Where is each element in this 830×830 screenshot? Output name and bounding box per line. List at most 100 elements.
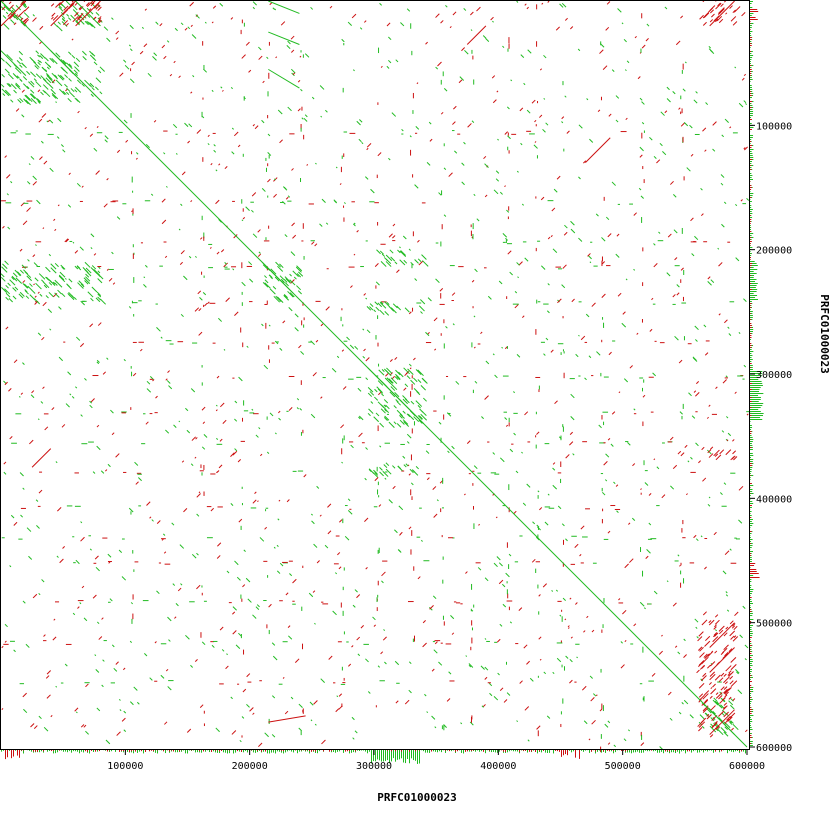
background-hit: [610, 443, 614, 447]
background-hit: [440, 293, 442, 299]
background-hit: [232, 268, 235, 271]
background-hit: [439, 303, 445, 305]
repeat-hit: [715, 692, 719, 696]
repeat-hit: [375, 306, 380, 311]
background-hit: [341, 703, 343, 707]
background-hit: [262, 80, 265, 84]
background-hit: [507, 593, 509, 599]
background-hit: [267, 575, 269, 578]
background-hit: [123, 59, 127, 63]
repeat-hit: [279, 275, 285, 280]
background-hit: [467, 123, 472, 128]
y-coverage-bar: [750, 109, 753, 110]
y-coverage-bar: [750, 345, 752, 346]
background-hit: [561, 523, 565, 527]
background-hit: [344, 505, 348, 507]
background-hit: [451, 300, 454, 302]
repeat-hit: [724, 681, 728, 685]
background-hit: [243, 549, 246, 552]
background-hit: [266, 624, 268, 629]
y-coverage-bar: [750, 71, 752, 72]
background-hit: [213, 640, 218, 642]
repeat-hit: [720, 727, 727, 734]
repeat-hit: [82, 50, 87, 56]
background-hit: [224, 268, 230, 270]
background-hit: [603, 442, 606, 444]
background-hit: [648, 493, 652, 496]
y-coverage-bar: [750, 375, 762, 376]
background-hit: [426, 473, 431, 475]
y-coverage-bar: [750, 715, 754, 716]
background-hit: [435, 278, 440, 284]
y-coverage-bar: [750, 309, 751, 310]
x-coverage-bar: [259, 750, 260, 751]
x-coverage-bar: [57, 750, 58, 753]
background-hit: [410, 489, 412, 496]
background-hit: [535, 124, 537, 127]
y-coverage-bar: [750, 17, 756, 18]
y-coverage-bar: [750, 69, 752, 70]
y-coverage-bar: [750, 275, 755, 276]
repeat-hit: [48, 279, 56, 286]
background-hit: [38, 489, 43, 494]
background-hit: [470, 646, 472, 651]
background-hit: [438, 661, 443, 666]
repeat-hit: [400, 250, 407, 256]
background-hit: [448, 172, 453, 177]
background-hit: [406, 8, 411, 12]
background-hit: [240, 440, 245, 442]
y-coverage-bar: [750, 391, 759, 392]
background-hit: [343, 631, 345, 635]
repeat-hit: [9, 279, 16, 286]
repeat-hit: [709, 19, 714, 23]
background-hit: [226, 570, 230, 574]
background-hit: [304, 114, 308, 118]
background-hit: [206, 537, 213, 539]
background-hit: [588, 355, 592, 359]
repeat-hit: [707, 664, 711, 669]
background-hit: [569, 431, 573, 435]
y-coverage-bar: [750, 351, 754, 352]
x-coverage-bar: [371, 750, 372, 764]
background-hit: [212, 342, 216, 344]
repeat-hit: [729, 680, 734, 685]
background-hit: [521, 203, 524, 206]
background-hit: [603, 461, 608, 466]
repeat-hit: [709, 695, 713, 699]
background-hit: [383, 629, 386, 631]
x-coverage-bar: [513, 750, 514, 752]
y-coverage-bar: [750, 645, 752, 646]
background-hit: [199, 470, 204, 472]
y-coverage-bar: [750, 233, 754, 234]
background-hit: [240, 594, 242, 599]
background-hit: [288, 560, 293, 562]
y-coverage-bar: [750, 123, 752, 124]
repeat-hit: [275, 295, 282, 302]
x-coverage-bar: [597, 750, 598, 752]
background-hit: [32, 593, 38, 599]
repeat-hit: [409, 468, 414, 474]
y-coverage-bar: [750, 395, 759, 396]
background-hit: [195, 14, 200, 19]
background-hit: [642, 421, 644, 427]
background-hit: [215, 199, 220, 205]
background-hit: [353, 253, 356, 256]
x-coverage-bar: [31, 750, 32, 752]
repeat-hit: [721, 712, 725, 716]
repeat-hit: [384, 408, 387, 412]
background-hit: [4, 623, 8, 628]
x-coverage-bar: [227, 750, 228, 754]
background-hit: [672, 303, 676, 305]
repeat-hit: [61, 67, 68, 74]
x-coverage-bar: [185, 750, 186, 754]
background-hit: [248, 261, 253, 266]
y-coverage-bar: [750, 159, 752, 160]
repeat-hit: [24, 94, 31, 101]
background-hit: [111, 17, 114, 20]
background-hit: [599, 49, 604, 54]
x-coverage-bar: [169, 750, 170, 753]
background-hit: [296, 398, 300, 401]
background-hit: [569, 679, 573, 684]
x-coverage-bar: [675, 750, 676, 754]
background-hit: [440, 437, 442, 443]
